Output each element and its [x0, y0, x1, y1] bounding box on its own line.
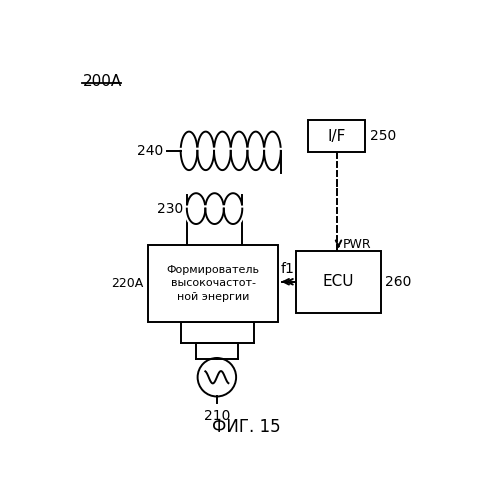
- Text: 240: 240: [137, 144, 163, 158]
- Text: f1: f1: [280, 262, 294, 276]
- Text: PWR: PWR: [342, 238, 371, 252]
- Bar: [296, 251, 380, 312]
- Text: Формирователь
высокочастот-
ной энергии: Формирователь высокочастот- ной энергии: [166, 265, 259, 302]
- Text: ФИГ. 15: ФИГ. 15: [211, 418, 280, 436]
- Text: ECU: ECU: [322, 274, 354, 289]
- Bar: [307, 120, 365, 152]
- Text: 230: 230: [156, 202, 182, 215]
- Text: 210: 210: [203, 409, 229, 423]
- Text: I/F: I/F: [327, 128, 345, 144]
- Text: 220A: 220A: [111, 277, 144, 290]
- Text: 250: 250: [369, 129, 396, 143]
- Text: 200A: 200A: [83, 74, 122, 89]
- Bar: [147, 245, 278, 322]
- Text: 260: 260: [384, 275, 411, 289]
